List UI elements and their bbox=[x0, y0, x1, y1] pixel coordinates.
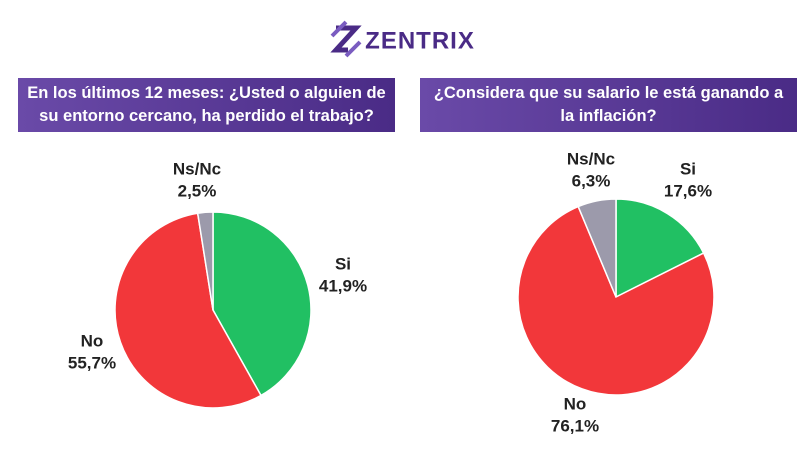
slice-value-label: 55,7% bbox=[68, 353, 116, 372]
chart-title: ¿Considera que su salario le está ganand… bbox=[420, 78, 797, 132]
slice-category: No bbox=[81, 331, 104, 350]
pie-slice bbox=[577, 198, 617, 298]
pie-slice bbox=[615, 198, 705, 299]
slice-value-label: 76,1% bbox=[551, 416, 599, 435]
slice-category: Ns/Nc bbox=[173, 159, 221, 178]
slice-value-label: 6,3% bbox=[572, 171, 611, 190]
pie-slice bbox=[212, 211, 312, 397]
brand: ZENTRIX bbox=[365, 27, 475, 54]
slice-category: Ns/Nc bbox=[567, 149, 615, 168]
slice-category: No bbox=[564, 394, 587, 413]
pie-slice bbox=[517, 205, 715, 396]
pie-slice bbox=[114, 212, 262, 409]
slice-value-label: 17,6% bbox=[664, 181, 712, 200]
slice-value-label: 2,5% bbox=[178, 181, 217, 200]
chart-title: En los últimos 12 meses: ¿Usted o alguie… bbox=[18, 78, 395, 132]
pie-slice bbox=[196, 211, 214, 311]
logo-icon bbox=[330, 20, 362, 58]
slice-value-label: 41,9% bbox=[319, 276, 367, 295]
slice-category: Si bbox=[680, 159, 696, 178]
slice-category: Si bbox=[335, 254, 351, 273]
